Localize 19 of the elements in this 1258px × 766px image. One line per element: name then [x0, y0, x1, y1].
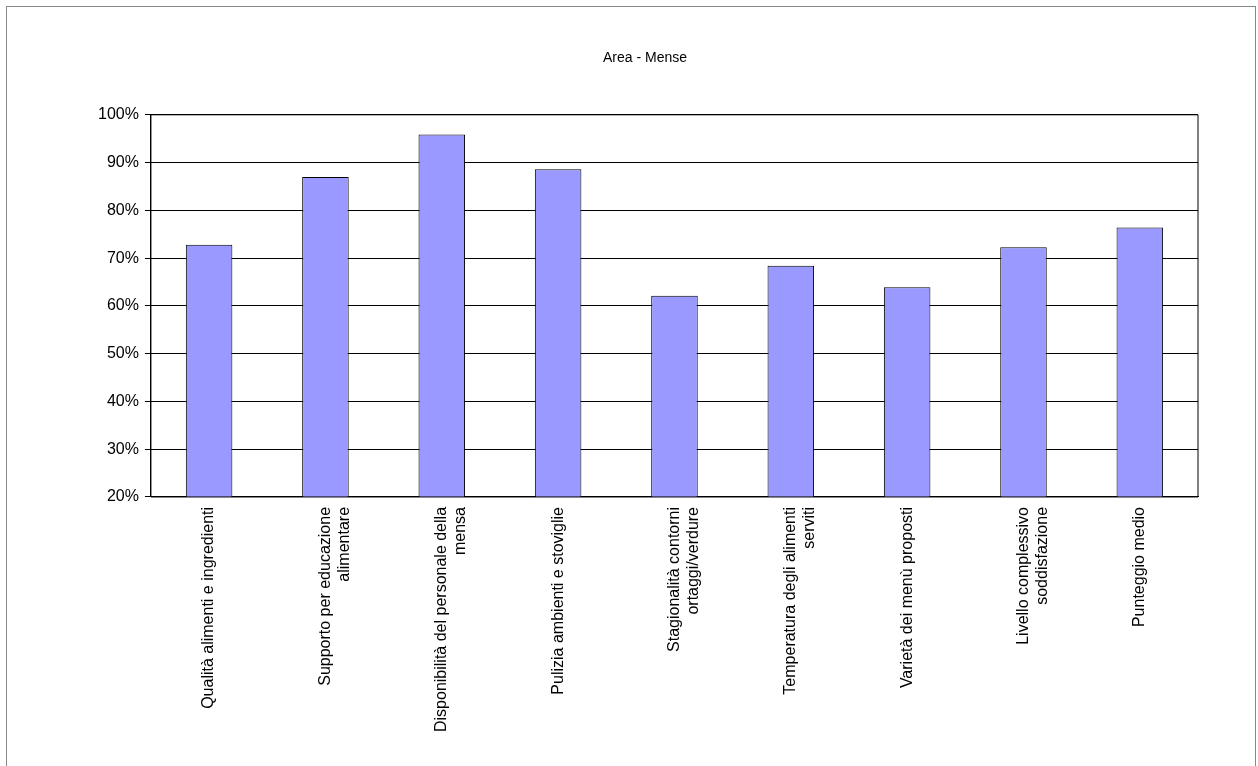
y-tick-label: 20%: [106, 487, 139, 505]
x-tick-label: Livello complessivo soddisfazione: [1013, 506, 1051, 645]
chart-title: Area - Mense: [602, 49, 688, 66]
x-tick-label: Qualità alimenti e ingredienti: [199, 506, 217, 709]
y-tick-label: 60%: [106, 296, 139, 314]
x-tick-label: Varietà dei menù proposti: [897, 506, 915, 689]
y-tick-label: 50%: [106, 344, 139, 362]
x-tick-label: Stagionalità contorni ortaggi/verdure: [664, 506, 702, 652]
y-tick-label: 30%: [106, 439, 139, 457]
y-tick-label: 80%: [106, 200, 139, 218]
y-tick-label: 70%: [106, 248, 139, 266]
x-tick-label: Supporto per educazione alimentare: [315, 506, 353, 686]
x-tick-label: Disponibilità del personale della mensa: [432, 506, 469, 732]
x-tick-label: Temperatura degli alimenti serviti: [781, 506, 818, 695]
x-tick-label: Pulizia ambienti e stoviglie: [548, 506, 566, 695]
y-tick-label: 100%: [98, 105, 139, 123]
x-tick-label: Punteggio medio: [1130, 506, 1148, 628]
y-tick-label: 90%: [106, 152, 139, 170]
y-tick-label: 40%: [106, 391, 139, 409]
